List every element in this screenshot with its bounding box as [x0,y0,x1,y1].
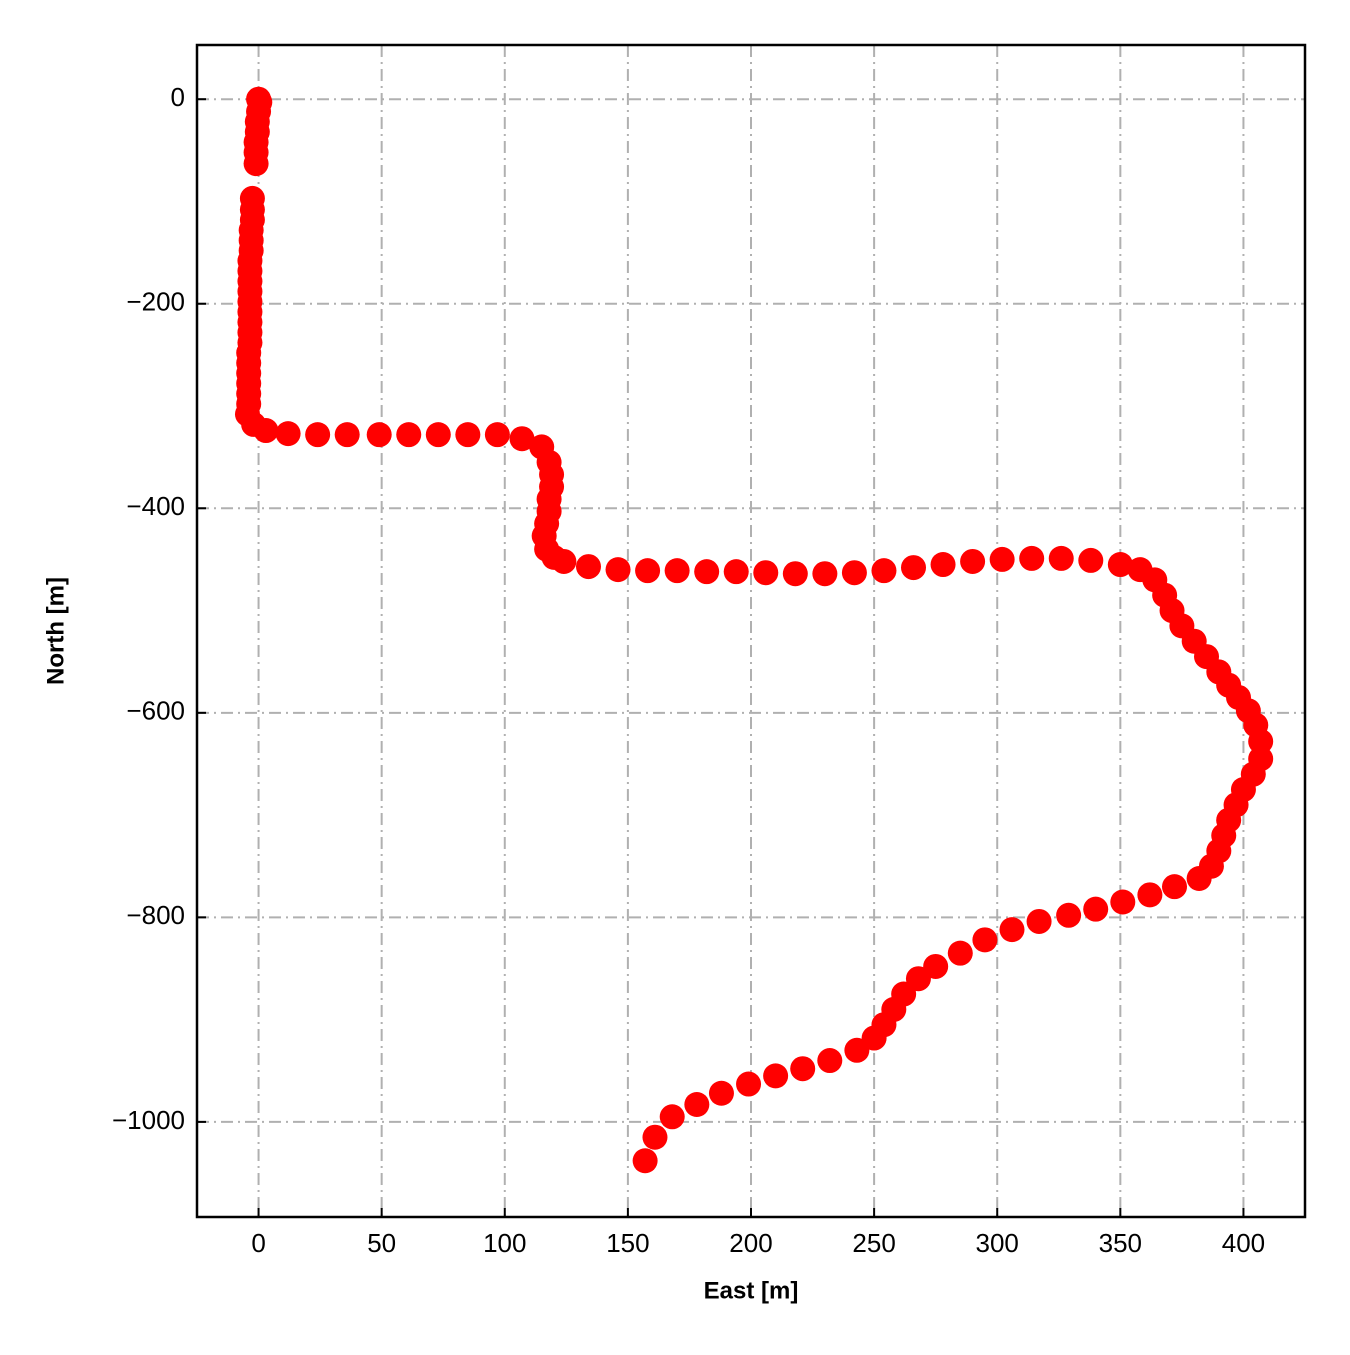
y-tick-label: −600 [126,696,185,726]
point [947,940,973,966]
x-tick-label: 100 [483,1228,526,1258]
x-tick-label: 250 [852,1228,895,1258]
point [723,559,749,585]
y-tick-label: −400 [126,491,185,521]
point [999,917,1025,943]
point [1078,547,1104,573]
point [1026,908,1052,934]
x-tick-label: 50 [367,1228,396,1258]
point [1248,728,1274,754]
point [664,558,690,584]
point [334,422,360,448]
point [1019,545,1045,571]
point [1162,874,1188,900]
point [484,422,510,448]
point [684,1092,710,1118]
point [659,1104,685,1130]
x-tick-label: 0 [251,1228,265,1258]
y-tick-label: 0 [171,82,185,112]
point [844,1037,870,1063]
x-tick-label: 300 [976,1228,1019,1258]
point [736,1071,762,1097]
x-tick-label: 400 [1222,1228,1265,1258]
point [694,559,720,585]
y-tick-label: −800 [126,900,185,930]
point [1110,889,1136,915]
x-tick-label: 150 [606,1228,649,1258]
point [575,554,601,580]
point [455,422,481,448]
point [960,548,986,574]
point [551,548,577,574]
x-tick-label: 200 [729,1228,772,1258]
point [753,560,779,586]
point [275,421,301,447]
point [1056,902,1082,928]
point [243,151,269,177]
point [708,1080,734,1106]
x-tick-label: 350 [1099,1228,1142,1258]
x-axis-label: East [m] [704,1277,799,1304]
point [841,560,867,586]
point [632,1148,658,1174]
point [366,422,392,448]
point [782,561,808,587]
point [901,555,927,581]
point [305,422,331,448]
point [763,1063,789,1089]
point [923,953,949,979]
point [871,558,897,584]
point [790,1056,816,1082]
point [817,1048,843,1074]
point [861,1025,887,1051]
point [1186,865,1212,891]
point [509,426,535,452]
y-axis-label: North [m] [42,577,69,685]
point [642,1124,668,1150]
point [396,422,422,448]
point [1048,545,1074,571]
point [1107,552,1133,578]
point [425,422,451,448]
point [930,552,956,578]
point [972,927,998,953]
y-tick-label: −200 [126,287,185,317]
point [605,557,631,583]
point [635,558,661,584]
point [989,546,1015,572]
point [253,418,279,444]
point [1083,896,1109,922]
point [1137,882,1163,908]
plot-frame [195,43,1307,1219]
y-tick-label: −1000 [112,1105,185,1135]
point [812,561,838,587]
